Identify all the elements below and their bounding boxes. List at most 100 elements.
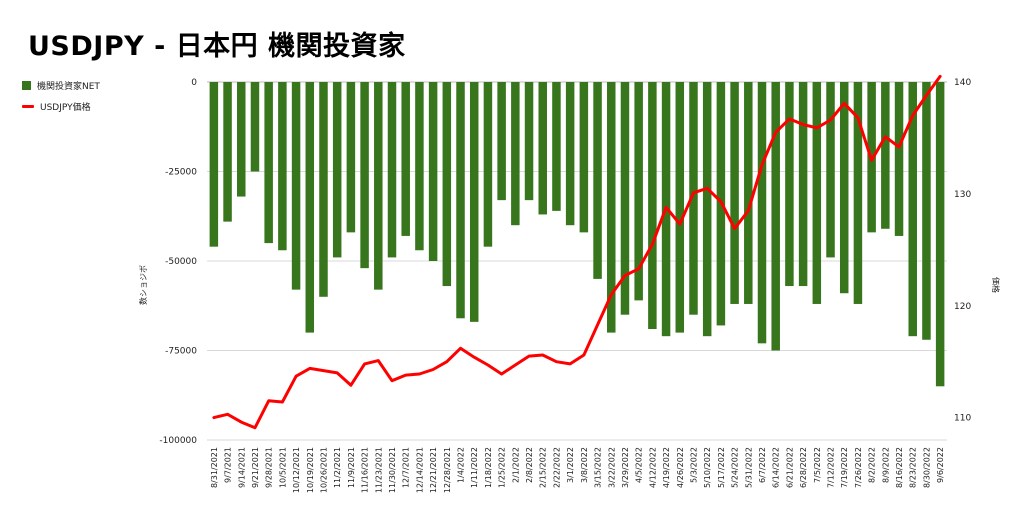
y-right-tick-label: 120 (954, 302, 971, 312)
x-tick-label: 4/19/2022 (662, 447, 671, 488)
x-tick-label: 7/26/2022 (854, 447, 863, 488)
bar (675, 82, 685, 333)
x-tick-label: 12/14/2021 (415, 447, 424, 493)
bar (538, 82, 547, 215)
bar (223, 82, 232, 222)
x-tick-label: 11/30/2021 (388, 447, 397, 493)
bar (374, 82, 383, 290)
bar (250, 82, 260, 172)
legend-item-price: USDJPY価格 (22, 97, 100, 115)
legend-swatch-line (22, 104, 34, 108)
y-left-tick-label: -100000 (159, 436, 197, 446)
bar (524, 82, 534, 201)
bar (757, 82, 767, 344)
y-right-tick-label: 110 (954, 414, 971, 424)
y-right-axis-label: 価格 (991, 277, 1001, 293)
x-tick-label: 5/24/2022 (731, 447, 740, 488)
x-tick-label: 6/7/2022 (758, 447, 767, 483)
legend-label-net: 機関投資家NET (37, 81, 100, 92)
bar (497, 82, 506, 201)
x-tick-label: 11/9/2021 (347, 447, 356, 488)
bar (908, 82, 917, 337)
x-tick-label: 8/16/2022 (895, 447, 904, 488)
bar (291, 82, 301, 290)
y-left-tick-label: -75000 (165, 347, 197, 357)
bar (798, 82, 808, 287)
bar (209, 82, 219, 247)
x-tick-label: 4/12/2022 (648, 447, 657, 488)
y-left-tick-label: -25000 (165, 168, 197, 178)
x-tick-label: 3/8/2022 (580, 447, 589, 483)
bar (483, 82, 493, 247)
legend: 機関投資家NET USDJPY価格 (22, 76, 100, 118)
x-tick-label: 1/18/2022 (484, 447, 493, 488)
bar (702, 82, 712, 337)
x-tick-label: 5/31/2022 (744, 447, 753, 488)
y-right-tick-label: 140 (954, 78, 971, 88)
bar (387, 82, 397, 258)
bar (785, 82, 794, 287)
x-tick-label: 1/11/2022 (470, 447, 479, 488)
x-tick-label: 9/6/2022 (936, 447, 945, 483)
bar (565, 82, 575, 226)
price-line (212, 74, 942, 430)
x-tick-label: 2/8/2022 (525, 447, 534, 483)
y-left-axis-label: 数ショジボ (138, 265, 148, 305)
bar (264, 82, 273, 244)
bar (579, 82, 589, 233)
x-tick-label: 10/12/2021 (292, 447, 301, 493)
x-tick-label: 6/14/2022 (772, 447, 781, 488)
x-tick-label: 3/1/2022 (566, 447, 575, 483)
bar (593, 82, 602, 279)
bar (456, 82, 465, 319)
x-tick-label: 12/21/2021 (429, 447, 438, 493)
x-tick-label: 9/14/2021 (237, 447, 246, 488)
legend-label-price: USDJPY価格 (40, 102, 91, 113)
bar (935, 82, 945, 387)
bar (552, 82, 561, 211)
x-tick-label: 2/1/2022 (511, 447, 520, 483)
bar (894, 82, 904, 236)
bar (346, 82, 356, 233)
x-tick-label: 5/3/2022 (689, 447, 698, 483)
bar (922, 82, 931, 340)
y-left-tick-label: 0 (191, 78, 197, 88)
bar (812, 82, 822, 304)
bar (237, 82, 246, 197)
x-tick-label: 2/15/2022 (539, 447, 548, 488)
x-tick-label: 1/25/2022 (498, 447, 507, 488)
x-tick-label: 10/19/2021 (306, 447, 315, 493)
bar (278, 82, 287, 251)
x-tick-label: 7/19/2022 (840, 447, 849, 488)
x-tick-label: 5/10/2022 (703, 447, 712, 488)
x-tick-label: 1/4/2022 (457, 447, 466, 483)
x-tick-label: 3/29/2022 (621, 447, 630, 488)
x-tick-label: 3/22/2022 (607, 447, 616, 488)
bar (442, 82, 452, 287)
x-tick-label: 11/23/2021 (374, 447, 383, 493)
x-tick-label: 4/26/2022 (676, 447, 685, 488)
x-tick-label: 9/21/2021 (251, 447, 260, 488)
x-tick-label: 12/28/2021 (443, 447, 452, 493)
bar (305, 82, 315, 333)
x-tick-label: 10/5/2021 (278, 447, 287, 488)
x-tick-label: 12/7/2021 (402, 447, 411, 488)
bar (428, 82, 438, 261)
bar (634, 82, 643, 301)
x-tick-label: 11/2/2021 (333, 447, 342, 488)
bar (853, 82, 863, 304)
x-tick-label: 8/30/2022 (922, 447, 931, 488)
bar (607, 82, 616, 333)
x-tick-label: 4/5/2022 (635, 447, 644, 483)
x-tick-label: 7/5/2022 (813, 447, 822, 483)
bar (744, 82, 753, 304)
chart-title: USDJPY - 日本円 機関投資家 (28, 31, 406, 62)
x-tick-label: 3/15/2022 (594, 447, 603, 488)
bar (730, 82, 739, 304)
x-tick-label: 8/2/2022 (868, 447, 877, 483)
bar (826, 82, 835, 258)
x-tick-label: 6/21/2022 (785, 447, 794, 488)
bar (648, 82, 657, 330)
bar (469, 82, 479, 322)
bar (415, 82, 424, 251)
